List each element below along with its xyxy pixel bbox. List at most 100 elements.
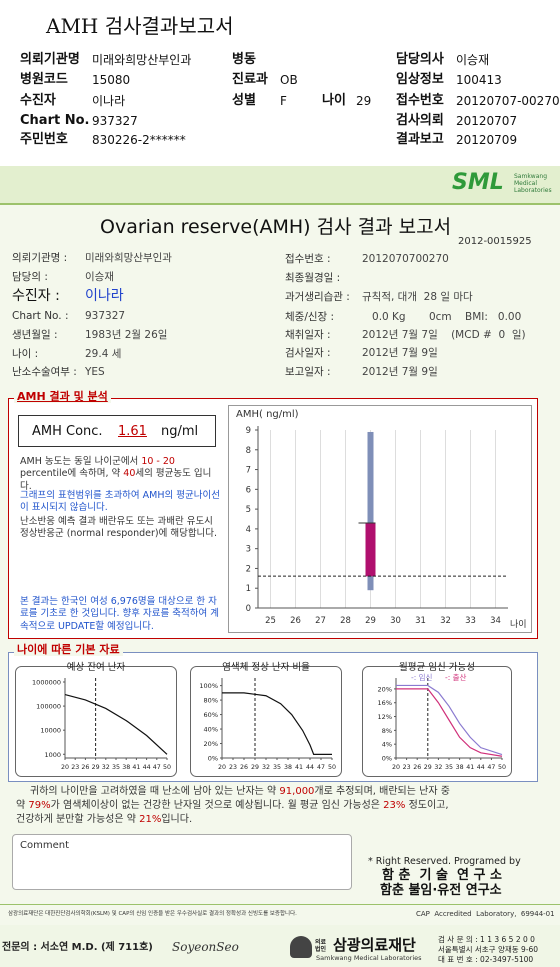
x-tick-label: 32 [262, 764, 270, 771]
header-value: 20120709 [456, 133, 518, 147]
y-tick-label: 4 [246, 525, 251, 535]
y-tick-label: 100% [199, 682, 218, 690]
y-tick-label: 8 [246, 446, 251, 456]
y-tick-label: 5 [246, 505, 251, 515]
y-tick-label: 8% [382, 727, 392, 735]
header-label: 의뢰기관명 [20, 52, 80, 67]
info-value: 1983년 2월 26일 [85, 329, 168, 341]
result-value: 1.61 [118, 424, 147, 439]
paragraph: 그래프의 표현범위를 초과하여 AMH의 평균나이선이 표시되지 않습니다. [20, 490, 222, 515]
text-run: 21% [139, 814, 162, 825]
logo-sub: Medical [514, 180, 537, 187]
header-value: 29 [356, 94, 372, 108]
y-tick-label: 0% [382, 755, 392, 763]
report-band-line [0, 203, 560, 205]
x-tick-label: 44 [143, 764, 151, 771]
header-value: 20120707 [456, 114, 518, 128]
x-tick-label: 35 [445, 764, 453, 771]
contact-line: 대 표 번 호 : 02-3497-5100 [438, 955, 534, 964]
contact-line: 서울특별시 서초구 양재동 9-60 [438, 945, 539, 954]
org-prefix: 의료법인 [315, 939, 327, 954]
text-run: 개로 추정되며, 배란되는 난자 중 [314, 786, 450, 797]
chart-frame [15, 666, 177, 777]
info-value: 미래와희망산부인과 [85, 252, 172, 264]
chart-title: 염색체 정상 난자 비율 [222, 662, 310, 673]
comment-label: Comment [20, 840, 69, 851]
header-value: 100413 [456, 73, 502, 87]
contact-line: 검 사 문 의 : 1 1 3 6 5 2 0 0 [438, 935, 535, 944]
y-tick-label: 1000 [44, 751, 61, 759]
x-tick-label: 29 [92, 764, 100, 771]
info-label: 나이 : [12, 348, 39, 360]
y-tick-label: 0 [246, 604, 251, 614]
text-run: percentile에 속하며, 약 [20, 468, 124, 480]
y-axis-title: AMH( ng/ml) [236, 409, 299, 420]
result-label: AMH Conc. [32, 424, 103, 439]
header-label: 수진자 [20, 93, 56, 108]
comment-box [12, 834, 352, 890]
info-label: 보고일자 : [285, 366, 331, 378]
info-label: 최종월경일 : [285, 272, 341, 284]
summary-line: 건강하게 분만할 가능성은 약 21%입니다. [16, 814, 192, 826]
text-run: 귀하의 나이만을 고려하였을 때 난소에 남아 있는 난자는 약 [30, 786, 280, 797]
header-value: 15080 [92, 73, 131, 87]
org-name: 삼광의료재단 [333, 936, 416, 954]
paragraph: 본 결과는 한국인 여성 6,976명을 대상으로 한 자료를 기초로 한 것입… [20, 596, 222, 633]
x-tick-label: 20 [61, 764, 69, 771]
x-tick-label: 38 [122, 764, 130, 771]
x-tick-label: 41 [295, 764, 303, 771]
y-tick-label: 9 [246, 426, 251, 436]
x-tick-label: 25 [265, 616, 276, 626]
info-value: 29.4 세 [85, 348, 122, 360]
chart-frame [190, 666, 342, 777]
x-tick-label: 20 [218, 764, 226, 771]
x-tick-label: 34 [490, 616, 501, 626]
y-tick-label: 7 [246, 466, 251, 476]
info-label: 생년월일 : [12, 329, 58, 341]
x-tick-label: 30 [390, 616, 401, 626]
y-tick-label: 100000 [36, 703, 61, 711]
header-label: 담당의사 [396, 52, 444, 67]
header-title: AMH 검사결과보고서 [46, 14, 234, 38]
x-tick-label: 23 [403, 764, 411, 771]
signature: SoyeonSeo [172, 940, 239, 954]
info-value: 2012년 7월 9일 [362, 347, 438, 359]
info-label: 검사일자 : [285, 347, 331, 359]
x-tick-label: 29 [251, 764, 259, 771]
x-tick-label: 44 [306, 764, 314, 771]
y-tick-label: 6 [246, 485, 251, 495]
header-label: 접수번호 [396, 93, 444, 108]
x-tick-label: 38 [456, 764, 464, 771]
text-run: 40 [123, 468, 136, 480]
x-tick-label: 47 [317, 764, 325, 771]
y-tick-label: 10000 [40, 727, 61, 735]
box-iqr [365, 522, 376, 577]
text-run: 23% [383, 800, 406, 811]
x-tick-label: 35 [112, 764, 120, 771]
x-tick-label: 50 [163, 764, 171, 771]
header-value: 20120707-00270 [456, 94, 560, 108]
mini-chart: 예상 잔여 난자 1000 10000 100000 1000000 20 23 26 29 32… [15, 661, 177, 777]
y-tick-label: 20% [204, 740, 218, 748]
x-tick-label: 33 [465, 616, 476, 626]
credit-line: * Right Reserved. Programed by [368, 856, 521, 867]
y-tick-label: 20% [378, 685, 392, 693]
header-value: 이승재 [456, 53, 490, 67]
x-tick-label: 47 [153, 764, 161, 771]
series-line [396, 688, 503, 757]
section-title: 나이에 따른 기본 자료 [14, 643, 123, 657]
header-label: 병동 [232, 52, 256, 67]
x-tick-label: 50 [328, 764, 336, 771]
header-value: 이나라 [92, 94, 126, 108]
info-value: 규칙적, 대개 28 일 마다 [362, 291, 473, 303]
x-tick-label: 32 [102, 764, 110, 771]
text-run: 79% [28, 800, 51, 811]
header-label: 임상정보 [396, 72, 444, 87]
footer-rule [0, 904, 560, 905]
text-run: 건강하게 분만할 가능성은 약 [16, 814, 140, 825]
x-tick-label: 28 [340, 616, 351, 626]
result-unit: ng/ml [161, 424, 199, 439]
x-axis-title: 나이 [510, 619, 527, 630]
x-tick-label: 44 [477, 764, 485, 771]
text-run: 세의 평균농도 입니다. [20, 468, 212, 492]
